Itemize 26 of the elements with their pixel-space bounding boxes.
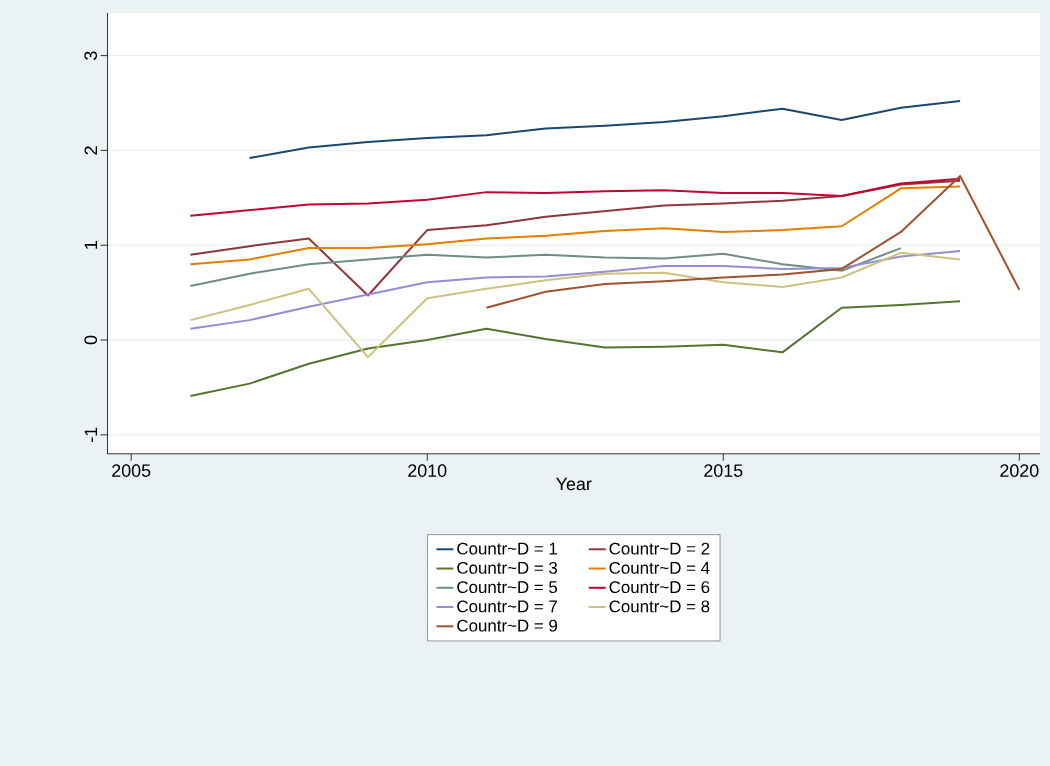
legend-label: Countr~D = 5 (457, 581, 558, 594)
legend-label: Countr~D = 3 (457, 561, 558, 574)
legend-label: Countr~D = 6 (609, 581, 710, 594)
x-tick-label: 2020 (1000, 464, 1039, 477)
line-series (485, 175, 1021, 309)
legend-label: Countr~D = 2 (609, 542, 710, 555)
legend-label: Countr~D = 8 (609, 600, 710, 613)
y-tick-label: 0 (84, 335, 98, 345)
x-tick-label: 2005 (112, 464, 151, 477)
legend-label: Countr~D = 7 (457, 600, 557, 613)
legend-label: Countr~D = 9 (457, 619, 557, 632)
y-tick-label: 2 (84, 146, 98, 155)
line-series (248, 100, 962, 160)
legend-label: Countr~D = 1 (457, 542, 557, 555)
line-series (189, 185, 962, 266)
line-series (189, 300, 962, 397)
line-series (189, 249, 962, 330)
line-series (189, 247, 902, 287)
y-tick-label: 1 (84, 241, 98, 249)
y-tick-label: 3 (84, 51, 98, 60)
y-tick-label: -1 (84, 427, 98, 442)
x-tick-label: 2015 (704, 464, 743, 477)
x-tick-label: 2010 (408, 464, 447, 477)
legend-label: Countr~D = 4 (609, 561, 710, 574)
line-series (189, 251, 962, 359)
x-axis-title: Year (556, 477, 592, 491)
